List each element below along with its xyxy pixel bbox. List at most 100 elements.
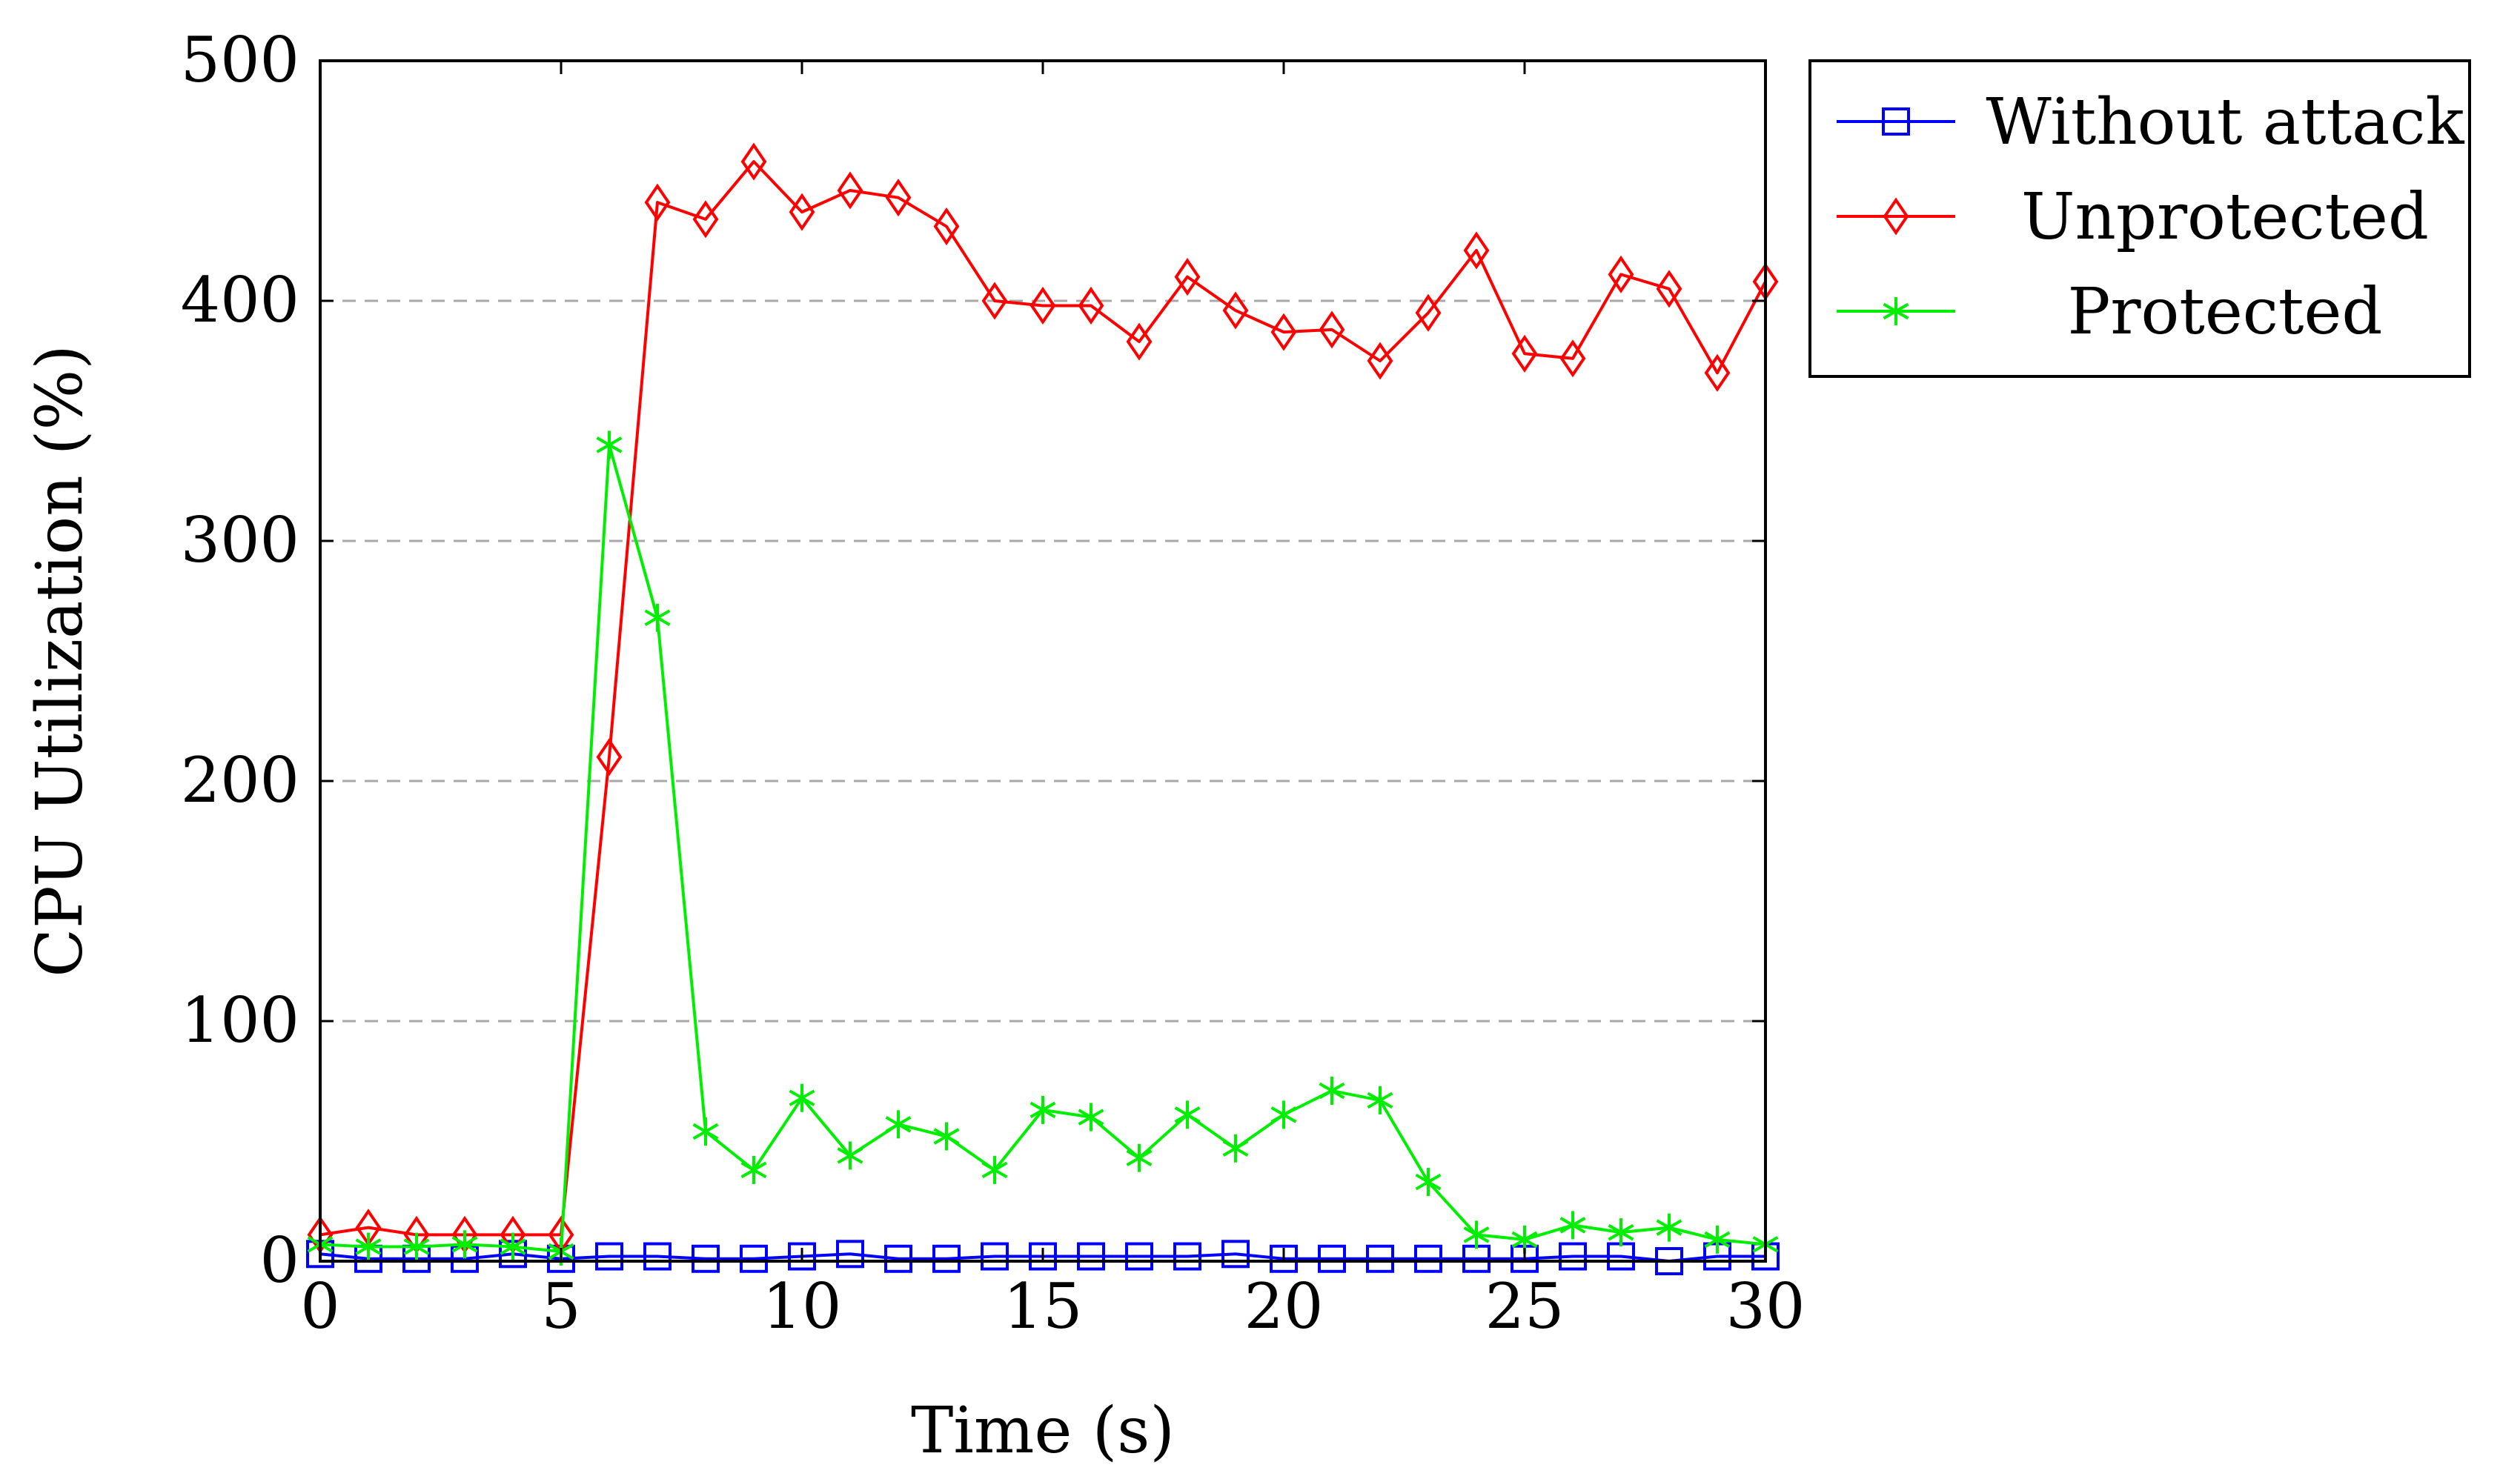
data-point [1463, 231, 1490, 270]
data-point [933, 1122, 960, 1151]
y-axis-title: CPU Utilization (%) [23, 345, 97, 977]
data-point [596, 738, 623, 777]
data-point [1366, 1244, 1394, 1273]
data-point [884, 1244, 912, 1273]
data-point [1126, 1143, 1153, 1172]
legend-entry: Protected [1837, 275, 2382, 349]
legend-swatch-marker [1882, 107, 1910, 136]
data-series [306, 142, 1780, 1275]
data-point [692, 200, 719, 239]
x-tick-label: 25 [1485, 1270, 1565, 1343]
data-point [885, 1110, 912, 1139]
data-point [500, 1232, 526, 1261]
data-point [355, 1232, 382, 1261]
data-point [1174, 1100, 1201, 1129]
axis-ticks [319, 59, 1767, 1263]
data-point [1078, 1103, 1104, 1132]
data-point [1173, 1242, 1201, 1271]
series-unprotected [307, 142, 1779, 1254]
legend-label: Protected [2068, 275, 2383, 349]
data-point [981, 1155, 1008, 1184]
data-point [836, 1240, 864, 1269]
data-point [1367, 1086, 1393, 1114]
data-point [1415, 1168, 1442, 1197]
data-point [1125, 1242, 1153, 1271]
series-protected [307, 431, 1779, 1266]
legend-label: Without attack [1986, 85, 2464, 159]
legend-entry: Unprotected [1837, 180, 2429, 254]
tick-labels: 0 100 200 300 400 500 0 5 10 15 20 25 30 [181, 24, 1806, 1343]
legend: Without attack Unprotected Protected [1808, 59, 2471, 378]
x-tick-label: 0 [300, 1270, 339, 1343]
data-point [451, 1230, 478, 1259]
data-point [1126, 322, 1153, 361]
data-point [1559, 1211, 1586, 1240]
data-point [885, 179, 912, 217]
data-point [1319, 1076, 1345, 1105]
data-point [644, 183, 671, 222]
data-point [932, 1244, 961, 1273]
data-point [1415, 293, 1442, 332]
y-tick-label: 400 [181, 264, 299, 336]
gridlines [320, 299, 1765, 1023]
data-point [1608, 255, 1634, 293]
legend-box [1808, 59, 2471, 378]
data-point [837, 171, 863, 210]
data-point [1414, 1244, 1442, 1273]
data-point [789, 1083, 815, 1112]
series-line [319, 443, 1766, 1254]
legend-swatch-marker [1883, 297, 1909, 325]
data-point [740, 142, 767, 181]
data-point [933, 207, 960, 246]
data-point [1559, 339, 1586, 378]
data-point [1656, 270, 1682, 308]
legend-label: Unprotected [2021, 180, 2429, 254]
data-point [740, 1155, 767, 1184]
data-point [981, 1242, 1009, 1271]
data-point [1174, 258, 1201, 296]
data-point [692, 1117, 719, 1146]
data-point [1222, 291, 1249, 330]
data-point [1029, 1242, 1057, 1271]
y-tick-label: 100 [181, 984, 299, 1057]
data-point [1704, 1225, 1731, 1254]
data-point [1608, 1218, 1634, 1247]
data-point [1559, 1242, 1587, 1271]
data-point [837, 1141, 863, 1170]
data-point [1656, 1213, 1682, 1242]
data-point [644, 603, 671, 632]
data-point [1270, 1244, 1298, 1273]
data-point [403, 1232, 430, 1261]
y-tick-label: 300 [181, 504, 299, 576]
data-point [1221, 1240, 1250, 1269]
data-point [1270, 1100, 1297, 1129]
plot-area-frame [319, 59, 1767, 1263]
x-tick-label: 30 [1726, 1270, 1806, 1343]
data-point [1270, 313, 1297, 351]
x-tick-label: 5 [541, 1270, 580, 1343]
data-point [596, 431, 623, 459]
data-point [1077, 1242, 1105, 1271]
data-point [1222, 1134, 1249, 1163]
data-point [1511, 334, 1538, 373]
data-point [1318, 1244, 1346, 1273]
x-tick-label: 15 [1004, 1270, 1083, 1343]
y-tick-label: 200 [181, 744, 299, 817]
x-tick-label: 10 [763, 1270, 842, 1343]
y-tick-label: 500 [181, 24, 299, 96]
legend-entry: Without attack [1837, 85, 2465, 159]
data-point [1029, 1095, 1056, 1124]
data-point [788, 1242, 816, 1271]
data-point [1078, 286, 1104, 325]
x-tick-label: 20 [1244, 1270, 1324, 1343]
data-point [1319, 310, 1345, 349]
data-point [692, 1244, 720, 1273]
data-point [1704, 353, 1731, 392]
data-point [1463, 1220, 1490, 1249]
y-tick-label: 0 [260, 1224, 299, 1297]
data-point [1367, 342, 1393, 380]
data-point [789, 193, 815, 231]
data-point [643, 1242, 672, 1271]
data-point [595, 1242, 623, 1271]
